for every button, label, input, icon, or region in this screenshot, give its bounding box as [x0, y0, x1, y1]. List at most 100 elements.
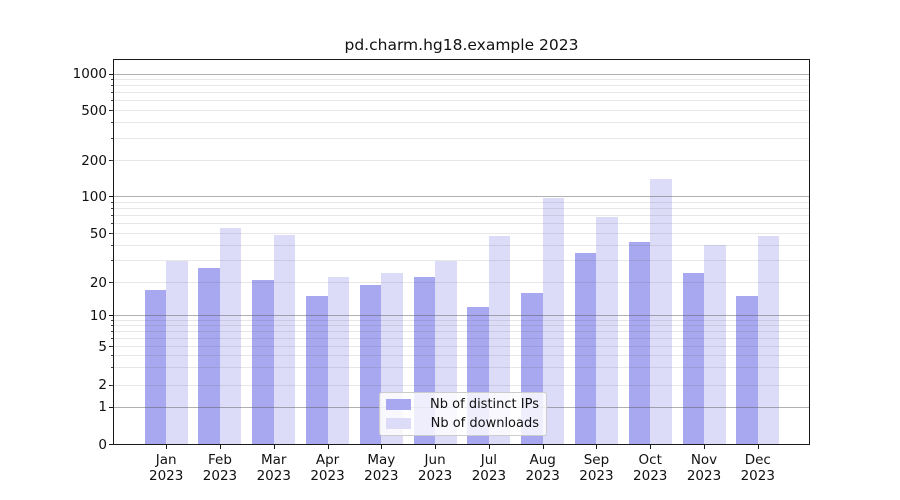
x-tick-mark-jul: [488, 445, 490, 449]
bar-mar-distinct-ips: [252, 279, 274, 445]
x-tick-mark-jun: [435, 445, 437, 449]
y-minortick-mark-200: [111, 160, 113, 161]
x-tick-mark-aug: [542, 445, 544, 449]
y-minortick-mark-8: [111, 324, 113, 326]
gridline-minor-90: [114, 201, 809, 203]
gridline-major-100: [114, 196, 809, 197]
y-minortick-mark-7: [111, 330, 113, 332]
x-tick-label-mar: Mar 2023: [256, 452, 291, 484]
x-tick-mark-jan: [166, 445, 168, 449]
y-minortick-mark-40: [111, 244, 113, 246]
y-minortick-mark-20: [111, 282, 113, 283]
y-minortick-mark-600: [111, 100, 113, 102]
gridline-minor-60: [114, 223, 809, 225]
y-minortick-mark-400: [111, 122, 113, 124]
y-minortick-mark-300: [111, 137, 113, 139]
x-tick-label-feb: Feb 2023: [202, 452, 238, 484]
y-tick-mark-0: [109, 444, 113, 445]
y-minortick-mark-500: [111, 110, 113, 111]
bar-nov-downloads: [704, 245, 726, 445]
gridline-minor-7: [114, 330, 809, 332]
y-tick-mark-1000: [109, 73, 113, 75]
plot-area-border: [113, 58, 810, 445]
gridline-minor-9: [114, 319, 809, 321]
bar-oct-distinct-ips: [628, 241, 651, 445]
bar-feb-downloads: [219, 228, 242, 445]
bar-aug-downloads: [542, 198, 565, 445]
gridline-minor-800: [114, 85, 809, 87]
gridline-minor-50: [114, 233, 809, 234]
y-tick-label-1: 1: [98, 399, 107, 415]
x-tick-mark-nov: [704, 445, 705, 449]
x-tick-mark-feb: [219, 445, 221, 449]
y-tick-label-50: 50: [89, 225, 107, 242]
y-tick-label-200: 200: [81, 152, 107, 169]
bar-oct-downloads: [650, 179, 672, 445]
y-minortick-mark-4: [111, 355, 113, 357]
legend-label-distinct-ips: Nb of distinct IPs: [430, 397, 539, 412]
legend: Nb of distinct IPs Nb of downloads: [379, 392, 547, 436]
x-tick-mark-mar: [273, 445, 275, 449]
x-tick-label-apr: Apr 2023: [310, 452, 345, 484]
x-tick-label-may: May 2023: [364, 452, 399, 484]
legend-swatch-downloads: [386, 418, 411, 429]
gridline-minor-4: [114, 355, 809, 357]
y-tick-label-5: 5: [98, 338, 107, 355]
x-tick-label-sep: Sep 2023: [579, 452, 614, 484]
bar-jan-distinct-ips: [144, 290, 167, 445]
x-tick-mark-sep: [596, 445, 598, 449]
gridline-minor-300: [114, 137, 809, 139]
y-minortick-mark-60: [111, 223, 113, 225]
bar-nov-distinct-ips: [682, 272, 704, 445]
legend-swatch-distinct-ips: [386, 399, 411, 410]
gridline-minor-6: [114, 337, 809, 339]
y-minortick-mark-90: [111, 201, 113, 203]
bar-mar-downloads: [273, 234, 296, 445]
y-minortick-mark-80: [111, 207, 113, 209]
legend-label-downloads: Nb of downloads: [430, 416, 539, 431]
y-minortick-mark-6: [111, 337, 113, 339]
x-tick-mark-may: [381, 445, 383, 449]
y-tick-mark-1: [109, 406, 113, 408]
y-minortick-mark-5: [111, 346, 113, 347]
y-minortick-mark-3: [111, 367, 113, 369]
gridline-minor-80: [114, 207, 809, 209]
y-minortick-mark-2: [111, 384, 113, 386]
y-minortick-mark-50: [111, 233, 113, 234]
y-tick-label-2: 2: [98, 377, 107, 393]
y-minortick-mark-700: [111, 92, 113, 94]
bar-sep-distinct-ips: [574, 252, 597, 445]
gridline-minor-5: [114, 346, 809, 347]
x-tick-mark-apr: [327, 445, 329, 449]
y-tick-label-10: 10: [89, 307, 107, 324]
y-minortick-mark-9: [111, 319, 113, 321]
gridline-minor-600: [114, 100, 809, 102]
bar-sep-downloads: [596, 217, 618, 445]
x-tick-label-oct: Oct 2023: [633, 452, 668, 484]
y-minortick-mark-900: [111, 79, 113, 81]
gridline-minor-200: [114, 160, 809, 161]
y-tick-mark-10: [109, 315, 113, 316]
y-minortick-mark-70: [111, 215, 113, 217]
x-tick-label-jun: Jun 2023: [417, 452, 453, 484]
y-tick-label-500: 500: [81, 102, 107, 119]
y-tick-mark-100: [109, 196, 113, 197]
y-tick-label-100: 100: [81, 188, 107, 205]
gridline-minor-400: [114, 122, 809, 124]
bar-dec-downloads: [757, 235, 780, 445]
gridline-minor-70: [114, 215, 809, 217]
bar-dec-distinct-ips: [736, 296, 758, 445]
gridline-minor-2: [114, 384, 809, 386]
gridline-minor-30: [114, 260, 809, 262]
y-minortick-mark-800: [111, 85, 113, 87]
gridline-minor-500: [114, 110, 809, 111]
legend-item-downloads: Nb of downloads: [386, 416, 539, 431]
x-tick-label-aug: Aug 2023: [525, 452, 560, 484]
legend-item-distinct-ips: Nb of distinct IPs: [386, 397, 539, 412]
x-tick-label-jan: Jan 2023: [149, 452, 184, 484]
gridline-major-1000: [114, 73, 809, 75]
x-tick-mark-oct: [650, 445, 652, 449]
y-tick-label-1000: 1000: [72, 66, 107, 82]
bar-may-distinct-ips: [359, 284, 382, 445]
